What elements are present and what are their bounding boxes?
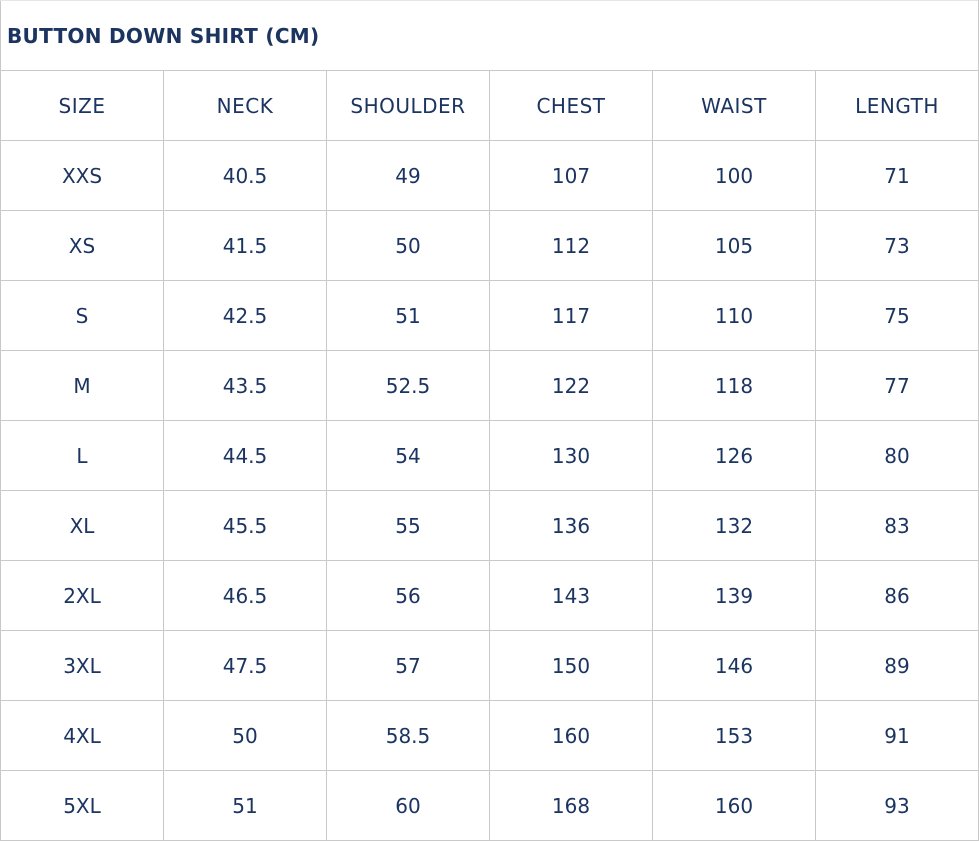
- cell-waist: 126: [652, 420, 816, 491]
- cell-size: L: [0, 420, 164, 491]
- column-header-neck: NECK: [163, 70, 327, 141]
- cell-waist: 153: [652, 700, 816, 771]
- cell-size: 2XL: [0, 560, 164, 631]
- cell-size: 4XL: [0, 700, 164, 771]
- cell-chest: 168: [489, 770, 653, 841]
- cell-chest: 122: [489, 350, 653, 421]
- cell-length: 80: [815, 420, 979, 491]
- cell-waist: 100: [652, 140, 816, 211]
- table-row: XL 45.5 55 136 132 83: [0, 490, 979, 561]
- cell-neck: 46.5: [163, 560, 327, 631]
- cell-length: 71: [815, 140, 979, 211]
- cell-size: M: [0, 350, 164, 421]
- table-row: 5XL 51 60 168 160 93: [0, 770, 979, 841]
- cell-shoulder: 56: [326, 560, 490, 631]
- cell-neck: 50: [163, 700, 327, 771]
- cell-waist: 110: [652, 280, 816, 351]
- column-header-length: LENGTH: [815, 70, 979, 141]
- cell-shoulder: 58.5: [326, 700, 490, 771]
- cell-size: XXS: [0, 140, 164, 211]
- cell-waist: 105: [652, 210, 816, 281]
- table-row: S 42.5 51 117 110 75: [0, 280, 979, 351]
- cell-neck: 51: [163, 770, 327, 841]
- cell-length: 75: [815, 280, 979, 351]
- cell-shoulder: 57: [326, 630, 490, 701]
- column-header-shoulder: SHOULDER: [326, 70, 490, 141]
- cell-neck: 47.5: [163, 630, 327, 701]
- header-row: SIZE NECK SHOULDER CHEST WAIST LENGTH: [0, 70, 979, 141]
- cell-size: 3XL: [0, 630, 164, 701]
- cell-shoulder: 55: [326, 490, 490, 561]
- cell-waist: 139: [652, 560, 816, 631]
- cell-length: 89: [815, 630, 979, 701]
- cell-neck: 42.5: [163, 280, 327, 351]
- cell-chest: 143: [489, 560, 653, 631]
- cell-shoulder: 51: [326, 280, 490, 351]
- cell-neck: 43.5: [163, 350, 327, 421]
- cell-waist: 160: [652, 770, 816, 841]
- cell-length: 83: [815, 490, 979, 561]
- cell-shoulder: 60: [326, 770, 490, 841]
- cell-neck: 41.5: [163, 210, 327, 281]
- cell-length: 77: [815, 350, 979, 421]
- table-row: XS 41.5 50 112 105 73: [0, 210, 979, 281]
- cell-size: XL: [0, 490, 164, 561]
- cell-shoulder: 50: [326, 210, 490, 281]
- title-row: BUTTON DOWN SHIRT (CM): [0, 0, 979, 71]
- cell-shoulder: 49: [326, 140, 490, 211]
- cell-length: 93: [815, 770, 979, 841]
- table-row: L 44.5 54 130 126 80: [0, 420, 979, 491]
- cell-size: 5XL: [0, 770, 164, 841]
- column-header-waist: WAIST: [652, 70, 816, 141]
- table-row: 3XL 47.5 57 150 146 89: [0, 630, 979, 701]
- cell-shoulder: 52.5: [326, 350, 490, 421]
- cell-neck: 45.5: [163, 490, 327, 561]
- cell-chest: 150: [489, 630, 653, 701]
- cell-chest: 117: [489, 280, 653, 351]
- cell-size: S: [0, 280, 164, 351]
- column-header-size: SIZE: [0, 70, 164, 141]
- cell-length: 86: [815, 560, 979, 631]
- table-row: 2XL 46.5 56 143 139 86: [0, 560, 979, 631]
- cell-size: XS: [0, 210, 164, 281]
- cell-chest: 130: [489, 420, 653, 491]
- table-row: M 43.5 52.5 122 118 77: [0, 350, 979, 421]
- cell-chest: 107: [489, 140, 653, 211]
- cell-chest: 112: [489, 210, 653, 281]
- table-row: 4XL 50 58.5 160 153 91: [0, 700, 979, 771]
- cell-shoulder: 54: [326, 420, 490, 491]
- cell-chest: 136: [489, 490, 653, 561]
- cell-neck: 44.5: [163, 420, 327, 491]
- cell-chest: 160: [489, 700, 653, 771]
- column-header-chest: CHEST: [489, 70, 653, 141]
- cell-neck: 40.5: [163, 140, 327, 211]
- cell-waist: 118: [652, 350, 816, 421]
- table-title: BUTTON DOWN SHIRT (CM): [0, 0, 979, 71]
- table-row: XXS 40.5 49 107 100 71: [0, 140, 979, 211]
- cell-length: 73: [815, 210, 979, 281]
- cell-waist: 132: [652, 490, 816, 561]
- cell-waist: 146: [652, 630, 816, 701]
- cell-length: 91: [815, 700, 979, 771]
